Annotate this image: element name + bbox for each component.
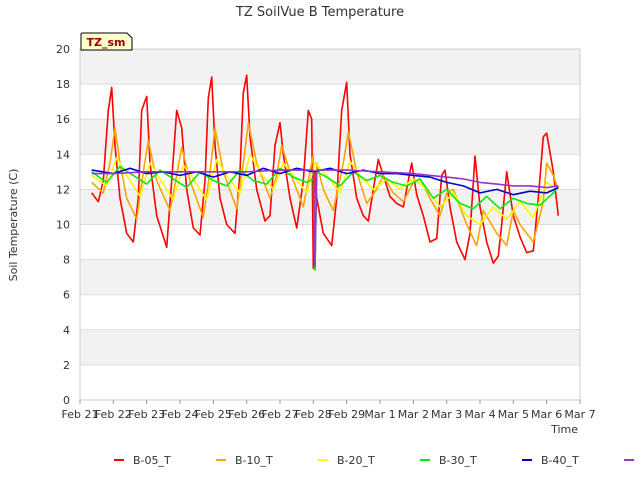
- y-tick-label: 10: [56, 219, 70, 232]
- grid-band: [80, 259, 580, 295]
- x-tick-label: Feb 29: [328, 408, 365, 421]
- x-tick-label: Feb 25: [195, 408, 232, 421]
- x-axis-label: Time: [550, 423, 578, 436]
- y-tick-label: 2: [63, 359, 70, 372]
- y-tick-label: 20: [56, 43, 70, 56]
- x-tick-label: Mar 3: [431, 408, 462, 421]
- x-tick-label: Mar 6: [531, 408, 562, 421]
- y-tick-label: 16: [56, 113, 70, 126]
- plot-frame: [79, 48, 581, 401]
- annotation-badge: TZ_sm: [80, 32, 133, 51]
- x-tick-label: Mar 1: [364, 408, 395, 421]
- grid-band: [80, 119, 580, 155]
- y-axis-ticks: 0 2 4 6 8 10 12 14 16 18 20: [56, 43, 70, 407]
- x-tick-label: Mar 2: [398, 408, 429, 421]
- y-tick-label: 4: [63, 324, 70, 337]
- grid-band: [80, 329, 580, 365]
- chart-title: TZ SoilVue B Temperature: [235, 5, 404, 20]
- legend-label: B-40_T: [541, 454, 579, 467]
- x-tick-label: Feb 21: [62, 408, 99, 421]
- series-lines: [91, 74, 560, 271]
- y-tick-label: 0: [63, 394, 70, 407]
- x-tick-label: Mar 5: [498, 408, 529, 421]
- x-tick-label: Feb 26: [228, 408, 265, 421]
- x-tick-label: Feb 23: [128, 408, 165, 421]
- plot-background-bands: [80, 49, 580, 365]
- series-line-b-20-t: [91, 153, 559, 226]
- x-tick-label: Mar 7: [564, 408, 595, 421]
- legend-label: B-30_T: [439, 454, 477, 467]
- x-tick-label: Feb 24: [162, 408, 199, 421]
- y-tick-label: 6: [63, 289, 70, 302]
- y-tick-label: 14: [56, 148, 70, 161]
- x-tick-label: Feb 28: [295, 408, 332, 421]
- grid-band: [80, 49, 580, 85]
- series-line-b-40-t: [91, 167, 559, 196]
- legend-label: B-20_T: [337, 454, 375, 467]
- y-tick-label: 8: [63, 254, 70, 267]
- x-tick-label: Feb 22: [95, 408, 132, 421]
- x-tick-label: Feb 27: [262, 408, 299, 421]
- annotation-text: TZ_sm: [87, 36, 126, 49]
- legend-label: B-05_T: [133, 454, 171, 467]
- y-tick-label: 12: [56, 183, 70, 196]
- legend: B-05_TB-10_TB-20_TB-30_TB-40_TB-50_T: [114, 454, 634, 467]
- x-tick-label: Mar 4: [464, 408, 495, 421]
- series-line-b-50-t: [91, 169, 559, 268]
- y-axis-label: Soil Temperature (C): [7, 169, 20, 282]
- y-tick-label: 18: [56, 78, 70, 91]
- legend-label: B-10_T: [235, 454, 273, 467]
